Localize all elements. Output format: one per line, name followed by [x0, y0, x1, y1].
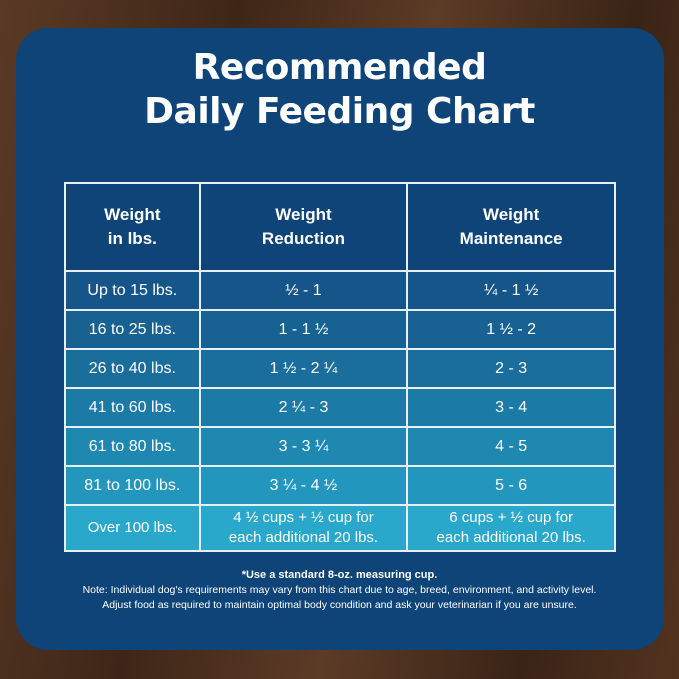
- measuring-cup-note: *Use a standard 8-oz. measuring cup.: [241, 569, 438, 581]
- table-cell: 1 ½ - 2: [406, 309, 616, 350]
- table-cell: 16 to 25 lbs.: [64, 309, 201, 350]
- column-header: Weight Reduction: [198, 182, 409, 272]
- table-cell: 26 to 40 lbs.: [64, 348, 201, 389]
- column-header-line: Weight: [275, 205, 332, 224]
- table-cell: ¼ - 1 ½: [406, 270, 616, 311]
- table-cell: 2 - 3: [406, 348, 616, 389]
- note-line-2: Adjust food as required to maintain opti…: [102, 599, 577, 611]
- cell-line: 6 cups + ½ cup for: [449, 509, 574, 526]
- cell-line: each additional 20 lbs.: [436, 529, 586, 546]
- column-header-line: Weight: [104, 205, 161, 224]
- column-header-line: Weight: [482, 205, 540, 224]
- table-cell: 2 ¼ - 3: [198, 387, 409, 428]
- cell-line: each additional 20 lbs.: [228, 529, 379, 546]
- table-cell: 3 - 3 ¼: [198, 426, 409, 467]
- table-cell: 5 - 6: [406, 465, 616, 506]
- column-header-line: in lbs.: [107, 229, 157, 248]
- column-header: Weight Maintenance: [406, 182, 616, 272]
- table-cell: Up to 15 lbs.: [64, 270, 201, 311]
- table-cell: 61 to 80 lbs.: [64, 426, 201, 467]
- table-cell: 3 - 4: [406, 387, 616, 428]
- table-cell: Over 100 lbs.: [64, 504, 201, 552]
- table-cell: 4 ½ cups + ½ cup for each additional 20 l…: [198, 504, 409, 552]
- column-header-line: Reduction: [261, 229, 346, 248]
- title-line-2: Daily Feeding Chart: [144, 91, 535, 132]
- note-line-1: Note: Individual dog's requirements may …: [82, 584, 597, 596]
- column-header-line: Maintenance: [459, 229, 563, 248]
- table-cell: 1 - 1 ½: [198, 309, 409, 350]
- title-line-1: Recommended: [192, 47, 487, 88]
- table-cell: 41 to 60 lbs.: [64, 387, 201, 428]
- table-cell: 1 ½ - 2 ¼: [198, 348, 409, 389]
- table-cell: ½ - 1: [198, 270, 409, 311]
- table-cell: 4 - 5: [406, 426, 616, 467]
- table-header-row: Weight in lbs. Weight Reduction Weight Mainte…: [64, 182, 616, 272]
- table-cell: 3 ¼ - 4 ½: [198, 465, 409, 506]
- table-cell: 6 cups + ½ cup for each additional 20 lbs…: [406, 504, 616, 552]
- table-row: Over 100 lbs. 4 ½ cups + ½ cup for each ad…: [64, 504, 616, 552]
- footnotes: *Use a standard 8-oz. measuring cup. Not…: [0, 568, 679, 613]
- feeding-table: Weight in lbs. Weight Reduction Weight Mainte…: [64, 182, 616, 552]
- chart-title: Recommended Daily Feeding Chart: [0, 46, 679, 134]
- cell-line: 4 ½ cups + ½ cup for: [233, 509, 374, 526]
- table-cell: 81 to 100 lbs.: [64, 465, 201, 506]
- column-header: Weight in lbs.: [64, 182, 201, 272]
